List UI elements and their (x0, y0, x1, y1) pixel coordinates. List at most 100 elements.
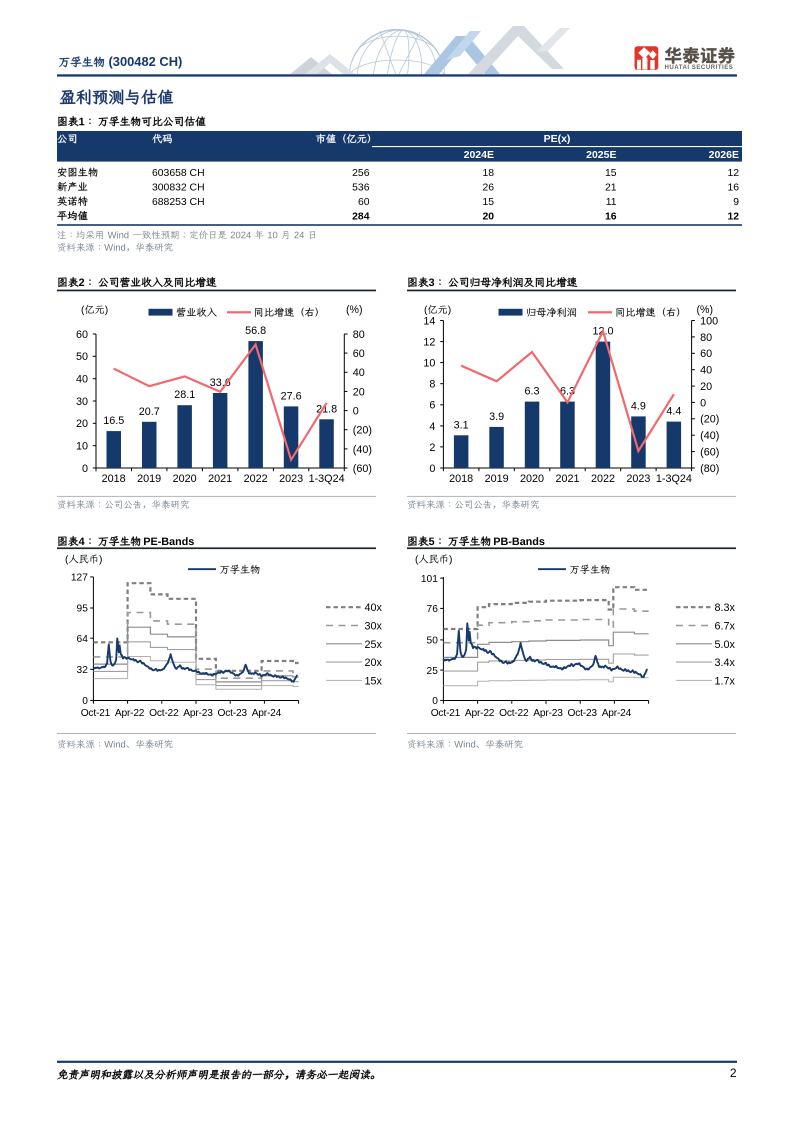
svg-text:Oct-23: Oct-23 (218, 708, 248, 719)
svg-text:20x: 20x (365, 657, 383, 669)
svg-text:20.7: 20.7 (139, 406, 160, 418)
svg-text:(20): (20) (353, 425, 372, 437)
svg-text:40: 40 (700, 365, 712, 377)
svg-text:PE(x): PE(x) (544, 133, 571, 145)
svg-text:32: 32 (77, 665, 89, 676)
svg-text:Apr-24: Apr-24 (602, 708, 632, 719)
svg-text:(20): (20) (700, 414, 719, 426)
svg-text:80: 80 (700, 332, 712, 344)
svg-text:1-3Q24: 1-3Q24 (309, 473, 345, 485)
svg-text:12: 12 (727, 168, 739, 179)
svg-text:0: 0 (429, 463, 435, 475)
svg-text:300832 CH: 300832 CH (152, 182, 205, 193)
svg-text:0: 0 (82, 463, 88, 475)
svg-text:2022: 2022 (591, 473, 615, 485)
svg-text:536: 536 (352, 182, 370, 193)
svg-text:6.7x: 6.7x (715, 621, 736, 633)
svg-text:(60): (60) (700, 447, 719, 459)
svg-text:0: 0 (432, 696, 438, 707)
svg-text:8.3x: 8.3x (715, 602, 736, 614)
svg-text:40: 40 (76, 374, 88, 386)
svg-text:Apr-24: Apr-24 (252, 708, 282, 719)
svg-text:(%): (%) (697, 304, 713, 316)
svg-text:6: 6 (429, 400, 435, 412)
svg-text:6.3: 6.3 (524, 386, 539, 398)
svg-text:15x: 15x (365, 675, 383, 687)
svg-text:14: 14 (423, 315, 435, 327)
svg-text:26: 26 (482, 182, 494, 193)
svg-text:27.6: 27.6 (281, 390, 302, 402)
svg-text:2020: 2020 (520, 473, 544, 485)
svg-text:60: 60 (353, 348, 365, 360)
svg-text:2021: 2021 (555, 473, 579, 485)
svg-text:Apr-22: Apr-22 (115, 708, 145, 719)
svg-text:(40): (40) (353, 444, 372, 456)
svg-text:(300482 CH): (300482 CH) (109, 54, 183, 69)
svg-text:20: 20 (700, 381, 712, 393)
svg-text:(60): (60) (353, 463, 372, 475)
svg-text:2023: 2023 (279, 473, 303, 485)
svg-text:16: 16 (727, 182, 739, 193)
svg-text:1-3Q24: 1-3Q24 (656, 473, 692, 485)
svg-text:4.4: 4.4 (666, 406, 681, 418)
svg-text:40x: 40x (365, 602, 383, 614)
svg-text:(80): (80) (700, 463, 719, 475)
svg-text:20: 20 (482, 211, 494, 222)
svg-text:2026E: 2026E (709, 149, 739, 161)
svg-text:2024E: 2024E (464, 149, 494, 161)
svg-text:25x: 25x (365, 639, 383, 651)
svg-text:2022: 2022 (244, 473, 268, 485)
svg-text:20: 20 (353, 386, 365, 398)
svg-text:2023: 2023 (626, 473, 650, 485)
svg-text:10: 10 (423, 358, 435, 370)
svg-text:3.1: 3.1 (454, 419, 469, 431)
svg-text:2021: 2021 (208, 473, 232, 485)
svg-text:HUATAI SECURITIES: HUATAI SECURITIES (665, 64, 734, 71)
svg-text:40: 40 (353, 367, 365, 379)
svg-text:(%): (%) (346, 304, 362, 316)
svg-text:Oct-21: Oct-21 (431, 708, 461, 719)
svg-text:16: 16 (605, 211, 617, 222)
svg-text:2025E: 2025E (586, 149, 616, 161)
svg-text:25: 25 (427, 666, 439, 677)
svg-text:3.9: 3.9 (489, 411, 504, 423)
svg-text:18: 18 (482, 168, 494, 179)
svg-text:Apr-23: Apr-23 (183, 708, 213, 719)
svg-text:50: 50 (427, 636, 439, 647)
svg-text:1.7x: 1.7x (715, 675, 736, 687)
svg-text:688253 CH: 688253 CH (152, 197, 205, 208)
svg-text:0: 0 (700, 397, 706, 409)
svg-text:16.5: 16.5 (103, 415, 124, 427)
svg-text:2020: 2020 (173, 473, 197, 485)
svg-text:4.9: 4.9 (631, 400, 646, 412)
svg-text:15: 15 (605, 168, 617, 179)
svg-text:95: 95 (77, 604, 89, 615)
svg-text:2018: 2018 (449, 473, 473, 485)
svg-text:2018: 2018 (102, 473, 126, 485)
svg-text:284: 284 (352, 211, 370, 222)
svg-text:0: 0 (353, 406, 359, 418)
svg-text:2: 2 (429, 442, 435, 454)
svg-text:64: 64 (77, 634, 89, 645)
svg-text:60: 60 (76, 329, 88, 341)
svg-text:11: 11 (606, 197, 617, 208)
svg-text:50: 50 (76, 351, 88, 363)
svg-text:2: 2 (730, 1066, 737, 1080)
svg-text:76: 76 (427, 604, 439, 615)
svg-text:30: 30 (76, 396, 88, 408)
svg-text:20: 20 (76, 418, 88, 430)
svg-text:Oct-22: Oct-22 (499, 708, 529, 719)
svg-text:8: 8 (429, 379, 435, 391)
svg-text:603658 CH: 603658 CH (152, 168, 205, 179)
svg-text:21: 21 (605, 182, 617, 193)
svg-text:5.0x: 5.0x (715, 639, 736, 651)
svg-text:28.1: 28.1 (174, 389, 195, 401)
svg-text:256: 256 (352, 168, 370, 179)
svg-text:9: 9 (733, 197, 739, 208)
svg-text:56.8: 56.8 (245, 325, 266, 337)
svg-text:30x: 30x (365, 621, 383, 633)
svg-text:(40): (40) (700, 430, 719, 442)
svg-text:Apr-23: Apr-23 (533, 708, 563, 719)
svg-text:101: 101 (421, 574, 438, 585)
svg-text:60: 60 (700, 348, 712, 360)
